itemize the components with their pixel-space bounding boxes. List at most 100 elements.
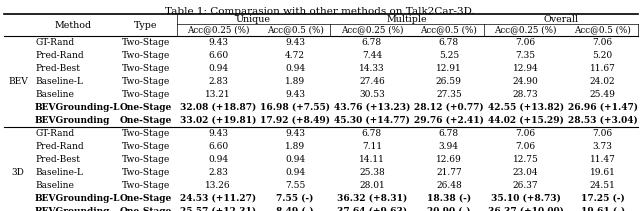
Text: 26.37: 26.37 bbox=[513, 181, 538, 190]
Text: 25.57 (+12.31): 25.57 (+12.31) bbox=[180, 207, 256, 211]
Text: 7.55: 7.55 bbox=[285, 181, 305, 190]
Text: Acc@0.5 (%): Acc@0.5 (%) bbox=[420, 26, 477, 35]
Text: 25.38: 25.38 bbox=[359, 168, 385, 177]
Text: 26.96 (+1.47): 26.96 (+1.47) bbox=[568, 103, 637, 112]
Text: BEV: BEV bbox=[8, 77, 28, 86]
Text: 9.43: 9.43 bbox=[285, 129, 305, 138]
Text: 35.10 (+8.73): 35.10 (+8.73) bbox=[491, 194, 561, 203]
Text: 0.94: 0.94 bbox=[208, 155, 228, 164]
Text: GT-Rand: GT-Rand bbox=[35, 129, 74, 138]
Text: 11.67: 11.67 bbox=[589, 64, 616, 73]
Text: 19.61: 19.61 bbox=[589, 168, 616, 177]
Text: GT-Rand: GT-Rand bbox=[35, 38, 74, 47]
Text: 5.20: 5.20 bbox=[593, 51, 612, 60]
Text: Unique: Unique bbox=[236, 15, 271, 23]
Text: 6.78: 6.78 bbox=[362, 129, 382, 138]
Text: 26.48: 26.48 bbox=[436, 181, 461, 190]
Text: 28.73: 28.73 bbox=[513, 90, 538, 99]
Text: 6.78: 6.78 bbox=[362, 38, 382, 47]
Text: Baseline-L: Baseline-L bbox=[35, 77, 83, 86]
Text: Pred-Rand: Pred-Rand bbox=[35, 51, 84, 60]
Text: Multiple: Multiple bbox=[387, 15, 428, 23]
Text: 18.38 (-): 18.38 (-) bbox=[427, 194, 471, 203]
Text: 5.25: 5.25 bbox=[438, 51, 459, 60]
Text: Two-Stage: Two-Stage bbox=[122, 90, 170, 99]
Text: 36.32 (+8.31): 36.32 (+8.31) bbox=[337, 194, 407, 203]
Text: 28.01: 28.01 bbox=[359, 181, 385, 190]
Text: Two-Stage: Two-Stage bbox=[122, 77, 170, 86]
Text: 3.73: 3.73 bbox=[593, 142, 612, 151]
Text: 7.06: 7.06 bbox=[516, 129, 536, 138]
Text: 7.06: 7.06 bbox=[516, 38, 536, 47]
Text: Method: Method bbox=[55, 20, 92, 30]
Text: Baseline-L: Baseline-L bbox=[35, 168, 83, 177]
Text: 6.60: 6.60 bbox=[208, 51, 228, 60]
Text: BEVGrounding: BEVGrounding bbox=[35, 207, 110, 211]
Text: 0.94: 0.94 bbox=[285, 168, 305, 177]
Text: 11.47: 11.47 bbox=[589, 155, 616, 164]
Text: 0.94: 0.94 bbox=[285, 155, 305, 164]
Text: 30.53: 30.53 bbox=[359, 90, 385, 99]
Text: 24.53 (+11.27): 24.53 (+11.27) bbox=[180, 194, 256, 203]
Text: Two-Stage: Two-Stage bbox=[122, 38, 170, 47]
Text: Acc@0.25 (%): Acc@0.25 (%) bbox=[340, 26, 403, 35]
Text: 7.06: 7.06 bbox=[593, 129, 612, 138]
Text: 3.94: 3.94 bbox=[439, 142, 459, 151]
Text: Baseline: Baseline bbox=[35, 181, 74, 190]
Text: 44.02 (+15.29): 44.02 (+15.29) bbox=[488, 116, 564, 125]
Text: BEVGrounding-L: BEVGrounding-L bbox=[35, 194, 120, 203]
Text: BEVGrounding-L: BEVGrounding-L bbox=[35, 103, 120, 112]
Text: 1.89: 1.89 bbox=[285, 142, 305, 151]
Text: 6.60: 6.60 bbox=[208, 142, 228, 151]
Text: Two-Stage: Two-Stage bbox=[122, 51, 170, 60]
Text: 24.51: 24.51 bbox=[589, 181, 616, 190]
Text: 36.37 (+10.00): 36.37 (+10.00) bbox=[488, 207, 564, 211]
Text: 29.76 (+2.41): 29.76 (+2.41) bbox=[414, 116, 484, 125]
Text: 37.64 (+9.63): 37.64 (+9.63) bbox=[337, 207, 407, 211]
Text: Baseline: Baseline bbox=[35, 90, 74, 99]
Text: 9.43: 9.43 bbox=[285, 90, 305, 99]
Text: One-Stage: One-Stage bbox=[120, 103, 172, 112]
Text: 0.94: 0.94 bbox=[285, 64, 305, 73]
Text: 13.21: 13.21 bbox=[205, 90, 231, 99]
Text: 42.55 (+13.82): 42.55 (+13.82) bbox=[488, 103, 564, 112]
Text: 6.78: 6.78 bbox=[439, 38, 459, 47]
Text: 28.53 (+3.04): 28.53 (+3.04) bbox=[568, 116, 637, 125]
Text: 7.06: 7.06 bbox=[593, 38, 612, 47]
Text: 2.83: 2.83 bbox=[208, 168, 228, 177]
Text: 7.35: 7.35 bbox=[516, 51, 536, 60]
Text: 0.94: 0.94 bbox=[208, 64, 228, 73]
Text: 26.59: 26.59 bbox=[436, 77, 461, 86]
Text: 12.75: 12.75 bbox=[513, 155, 539, 164]
Text: Pred-Best: Pred-Best bbox=[35, 155, 80, 164]
Text: 16.98 (+7.55): 16.98 (+7.55) bbox=[260, 103, 330, 112]
Text: 23.04: 23.04 bbox=[513, 168, 538, 177]
Text: 6.78: 6.78 bbox=[439, 129, 459, 138]
Text: 27.35: 27.35 bbox=[436, 90, 461, 99]
Text: 14.33: 14.33 bbox=[359, 64, 385, 73]
Text: 8.49 (-): 8.49 (-) bbox=[276, 207, 314, 211]
Text: 7.44: 7.44 bbox=[362, 51, 382, 60]
Text: Two-Stage: Two-Stage bbox=[122, 155, 170, 164]
Text: 1.89: 1.89 bbox=[285, 77, 305, 86]
Text: 17.92 (+8.49): 17.92 (+8.49) bbox=[260, 116, 330, 125]
Text: 20.90 (-): 20.90 (-) bbox=[427, 207, 470, 211]
Text: One-Stage: One-Stage bbox=[120, 207, 172, 211]
Text: 45.30 (+14.77): 45.30 (+14.77) bbox=[334, 116, 410, 125]
Text: 7.11: 7.11 bbox=[362, 142, 382, 151]
Text: 33.02 (+19.81): 33.02 (+19.81) bbox=[180, 116, 256, 125]
Text: One-Stage: One-Stage bbox=[120, 116, 172, 125]
Text: 25.49: 25.49 bbox=[589, 90, 616, 99]
Text: 19.61 (-): 19.61 (-) bbox=[580, 207, 625, 211]
Text: Overall: Overall bbox=[543, 15, 579, 23]
Text: Acc@0.25 (%): Acc@0.25 (%) bbox=[495, 26, 557, 35]
Text: 7.55 (-): 7.55 (-) bbox=[276, 194, 314, 203]
Text: 13.26: 13.26 bbox=[205, 181, 231, 190]
Text: Two-Stage: Two-Stage bbox=[122, 168, 170, 177]
Text: 32.08 (+18.87): 32.08 (+18.87) bbox=[180, 103, 256, 112]
Text: 14.11: 14.11 bbox=[359, 155, 385, 164]
Text: 12.69: 12.69 bbox=[436, 155, 461, 164]
Text: One-Stage: One-Stage bbox=[120, 194, 172, 203]
Text: Two-Stage: Two-Stage bbox=[122, 129, 170, 138]
Text: 3D: 3D bbox=[12, 168, 24, 177]
